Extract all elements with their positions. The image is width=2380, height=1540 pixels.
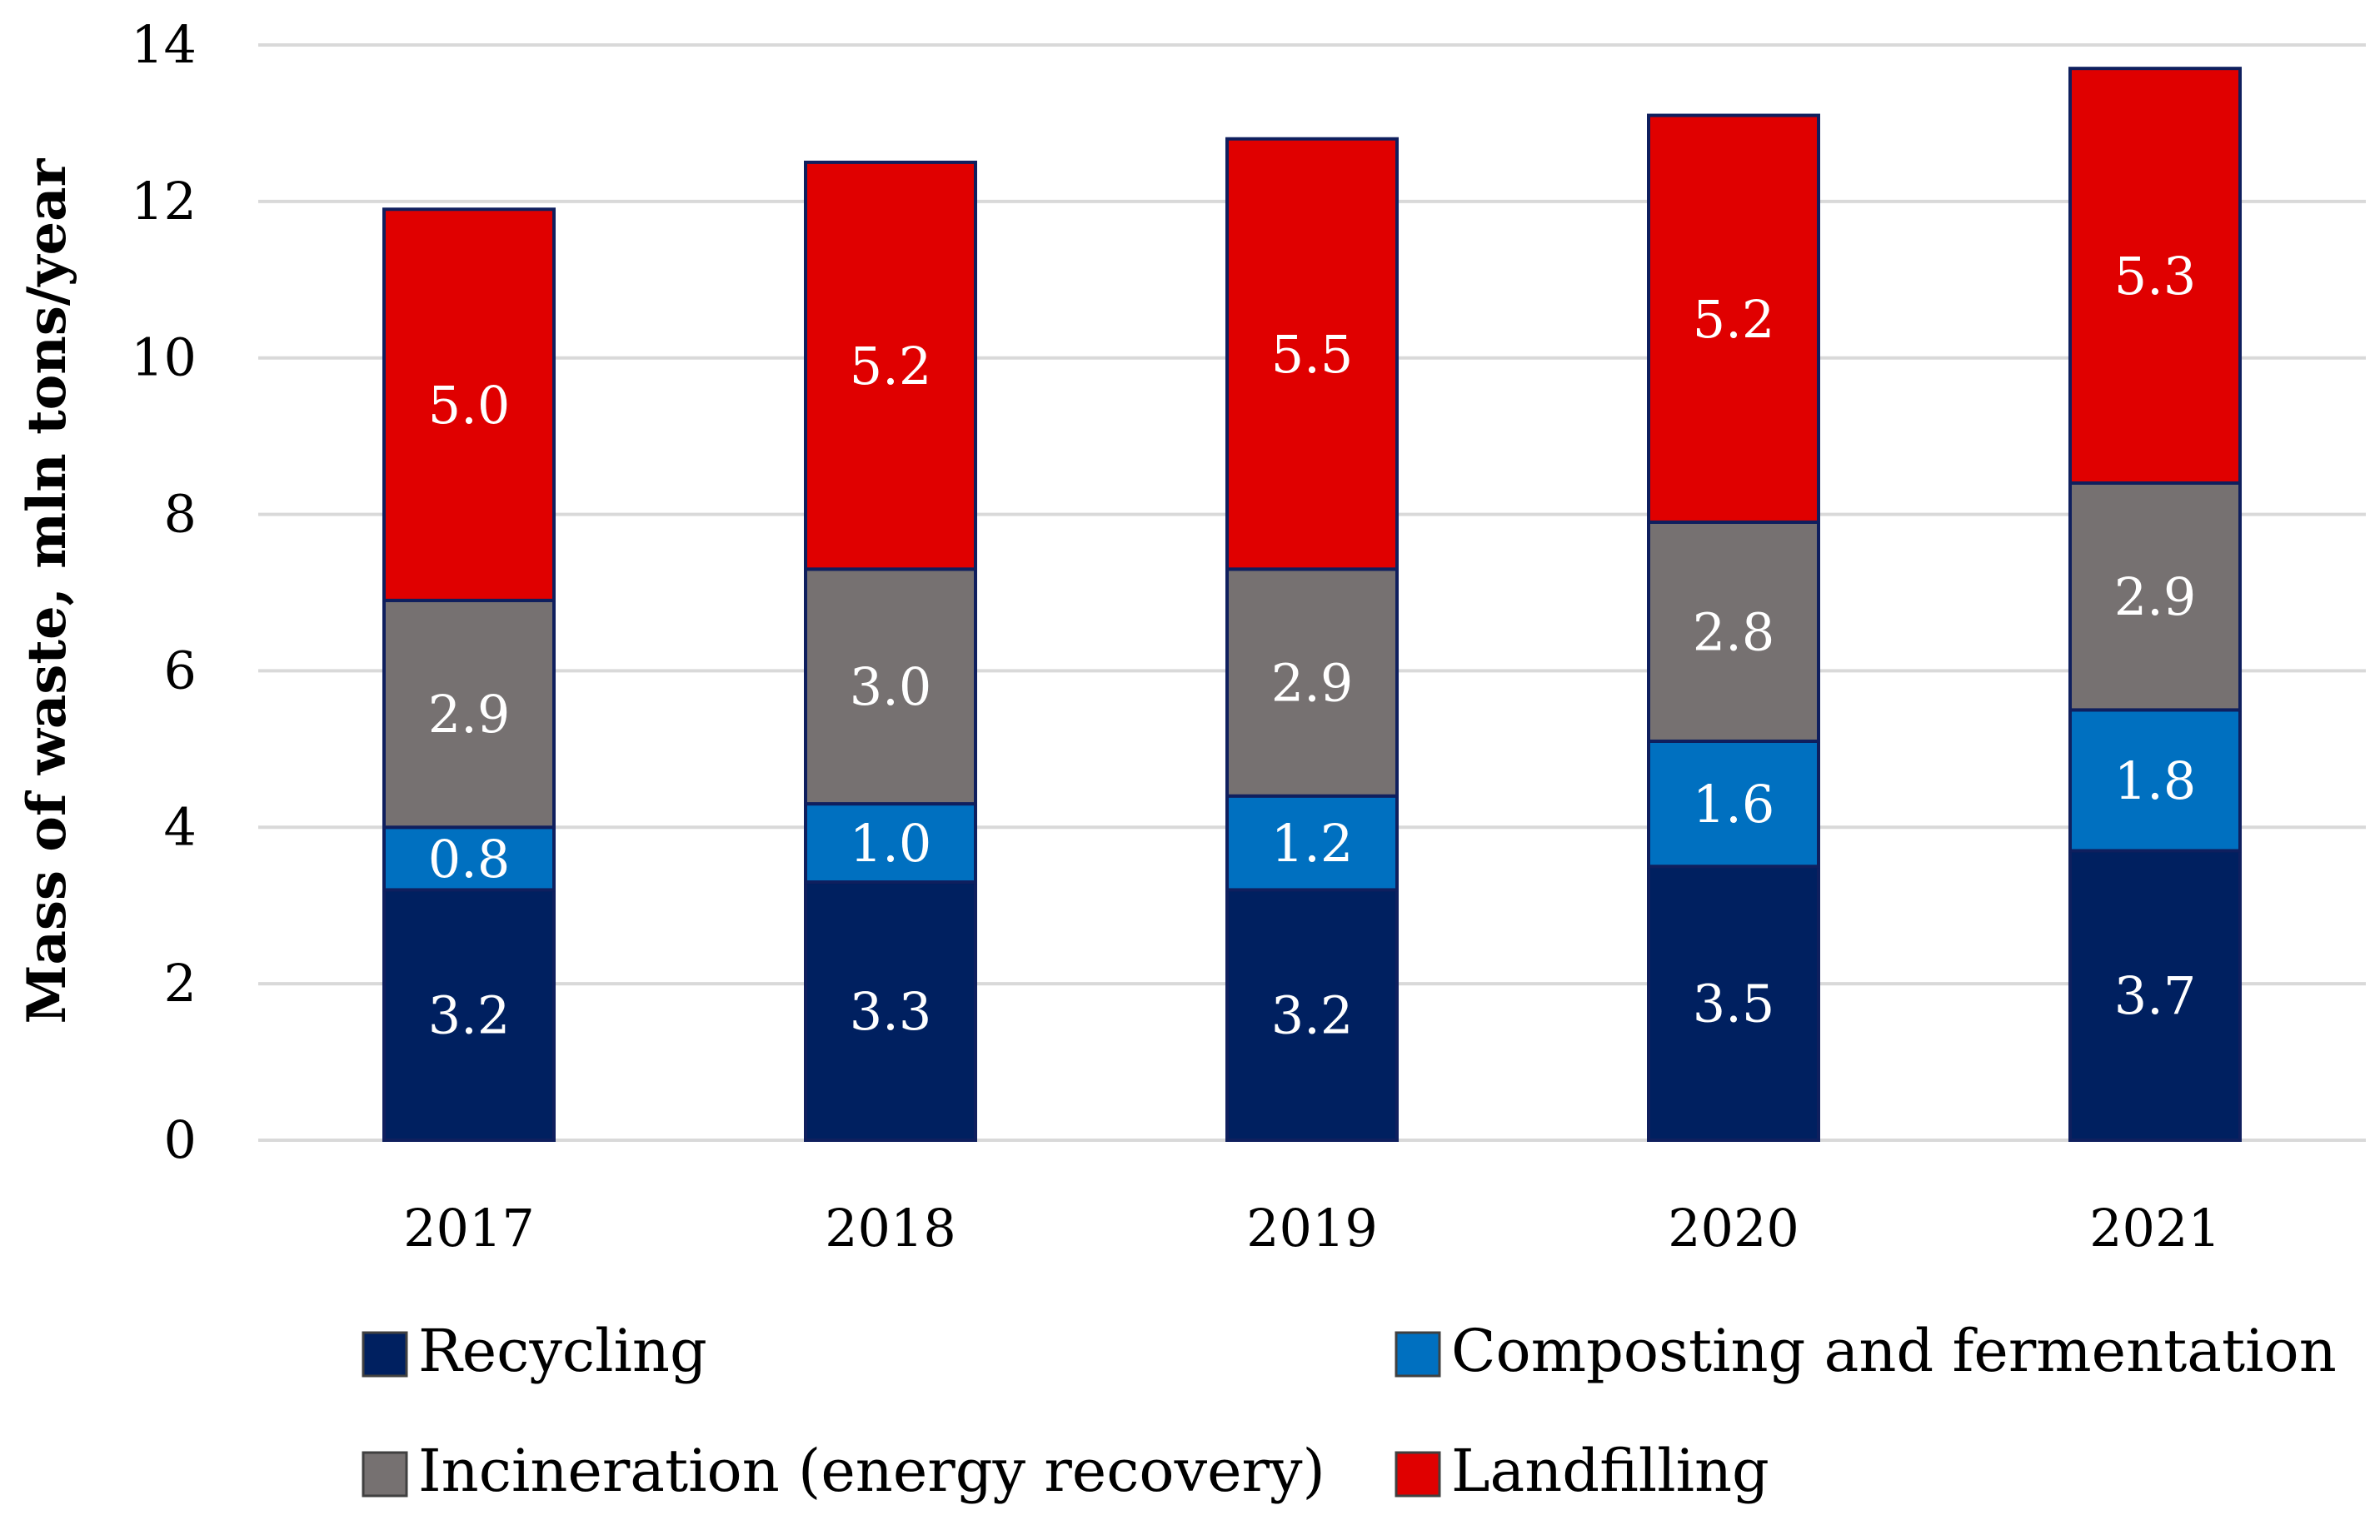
y-tick-label: 6 <box>164 640 197 700</box>
data-label: 1.6 <box>1693 774 1775 835</box>
bar-segment-incineration-energy-recovery-2017 <box>382 598 556 830</box>
data-label: 3.5 <box>1693 974 1775 1034</box>
data-label: 5.2 <box>1693 289 1775 350</box>
y-tick-label: 12 <box>131 171 197 232</box>
x-category-label: 2020 <box>1668 1198 1799 1258</box>
y-tick-label: 10 <box>131 327 197 388</box>
data-label: 3.0 <box>850 656 932 717</box>
data-label: 2.9 <box>1271 653 1354 714</box>
bar-segment-composting-and-fermentation-2021 <box>2068 708 2242 853</box>
data-label: 3.2 <box>1271 985 1354 1046</box>
data-label: 1.8 <box>2114 750 2197 811</box>
legend-label: Incineration (energy recovery) <box>418 1437 1325 1505</box>
data-label: 2.9 <box>428 684 511 745</box>
data-label: 2.9 <box>2114 566 2197 627</box>
bar-segment-recycling-2019 <box>1225 888 1399 1143</box>
y-axis-ticks: 0 2 4 6 8 10 12 14 <box>131 14 197 1170</box>
bar-segment-landfilling-2021 <box>2068 67 2242 486</box>
y-tick-label: 2 <box>164 953 197 1014</box>
x-category-label: 2019 <box>1246 1198 1378 1258</box>
data-label: 2.8 <box>1693 601 1775 662</box>
data-label: 1.2 <box>1271 813 1354 874</box>
data-label: 3.3 <box>850 981 932 1042</box>
data-label: 1.0 <box>850 813 932 874</box>
bar-segment-composting-and-fermentation-2019 <box>1225 794 1399 892</box>
bar-segment-incineration-energy-recovery-2019 <box>1225 567 1399 798</box>
data-label: 5.3 <box>2114 246 2197 307</box>
legend-swatch <box>362 1451 408 1498</box>
y-tick-label: 4 <box>164 796 197 857</box>
legend-label: Recycling <box>418 1317 707 1385</box>
x-category-label: 2021 <box>2089 1198 2221 1258</box>
data-label: 3.2 <box>428 985 511 1046</box>
bars: 3.2 0.8 2.9 5.0 3.3 1.0 3.0 5.2 3.2 1.2 2.9 5.5 3.5 1… <box>382 67 2242 1143</box>
data-label: 5.5 <box>1271 324 1354 385</box>
bar-segment-recycling-2018 <box>804 880 977 1143</box>
x-axis-categories: 2017 2018 2019 2020 2021 <box>403 1198 2221 1258</box>
bar-segment-landfilling-2017 <box>382 207 556 602</box>
bar-segment-landfilling-2019 <box>1225 137 1399 571</box>
legend-label: Landfilling <box>1451 1437 1769 1505</box>
x-category-label: 2017 <box>403 1198 535 1258</box>
data-label: 3.7 <box>2114 965 2197 1026</box>
legend-swatch <box>362 1331 408 1378</box>
bar-segment-landfilling-2020 <box>1647 113 1820 524</box>
y-tick-label: 0 <box>164 1109 197 1170</box>
legend-swatch <box>1395 1451 1441 1498</box>
y-axis-label: Mass of waste, mln tons/year <box>16 157 78 1024</box>
y-tick-label: 8 <box>164 484 197 545</box>
data-label: 5.2 <box>850 336 932 396</box>
data-label: 0.8 <box>428 829 511 890</box>
legend-swatch <box>1395 1331 1441 1378</box>
bar-segment-recycling-2020 <box>1647 865 1820 1142</box>
data-label: 5.0 <box>428 375 511 436</box>
bar-segment-incineration-energy-recovery-2021 <box>2068 481 2242 712</box>
y-tick-label: 14 <box>131 14 197 75</box>
x-category-label: 2018 <box>825 1198 956 1258</box>
legend: Recycling Composting and fermentation Inci… <box>362 1317 2337 1505</box>
legend-label: Composting and fermentation <box>1451 1317 2337 1385</box>
bar-segment-recycling-2021 <box>2068 849 2242 1142</box>
bar-segment-landfilling-2018 <box>804 160 977 571</box>
bar-segment-composting-and-fermentation-2017 <box>382 825 556 892</box>
bar-segment-recycling-2017 <box>382 888 556 1143</box>
